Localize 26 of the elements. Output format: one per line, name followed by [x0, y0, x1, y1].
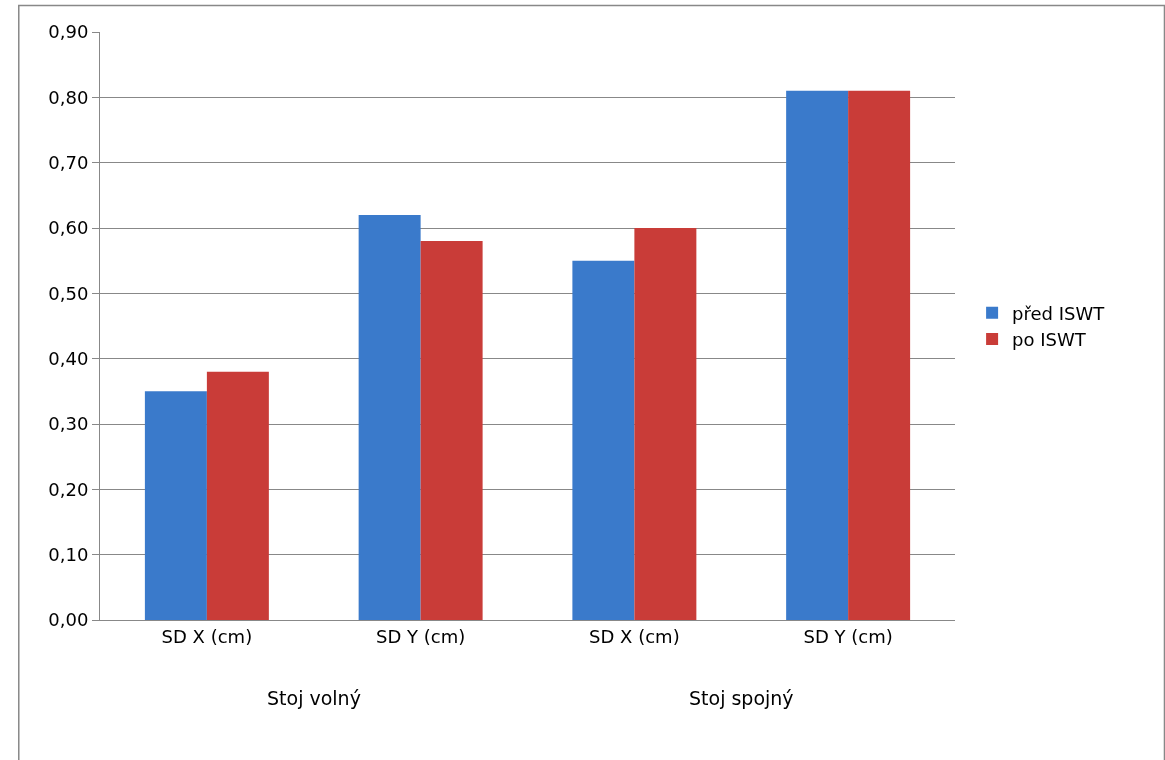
y-tick-label: 0,30: [48, 413, 89, 435]
y-tick-label: 0,40: [48, 347, 89, 369]
x-tick-label: SD Y (cm): [803, 625, 893, 647]
x-tick-label: SD X (cm): [589, 625, 680, 647]
legend-label: po ISWT: [1012, 329, 1087, 351]
x-tick-label: SD X (cm): [161, 625, 253, 647]
bar: [572, 260, 635, 620]
y-tick-label: 0,20: [48, 478, 89, 500]
text: Stoj volný: [267, 687, 361, 709]
text: Stoj spojný: [689, 687, 794, 709]
y-tick-label: 0,60: [48, 217, 89, 239]
y-tick-label: 0,90: [48, 21, 89, 43]
bar: [144, 391, 207, 620]
y-tick-label: 0,80: [48, 86, 89, 108]
bar: [786, 90, 849, 620]
legend-label: před ISWT: [1012, 302, 1106, 324]
x-tick-label: SD Y (cm): [376, 625, 466, 647]
y-tick-label: 0,70: [48, 151, 89, 173]
bar: [634, 228, 697, 620]
bar: [358, 214, 421, 620]
y-tick-label: 0,00: [48, 609, 89, 631]
bar: [206, 371, 269, 620]
bar: [848, 90, 911, 620]
y-tick-label: 0,10: [48, 543, 89, 565]
y-tick-label: 0,50: [48, 282, 89, 304]
bar: [420, 241, 483, 620]
